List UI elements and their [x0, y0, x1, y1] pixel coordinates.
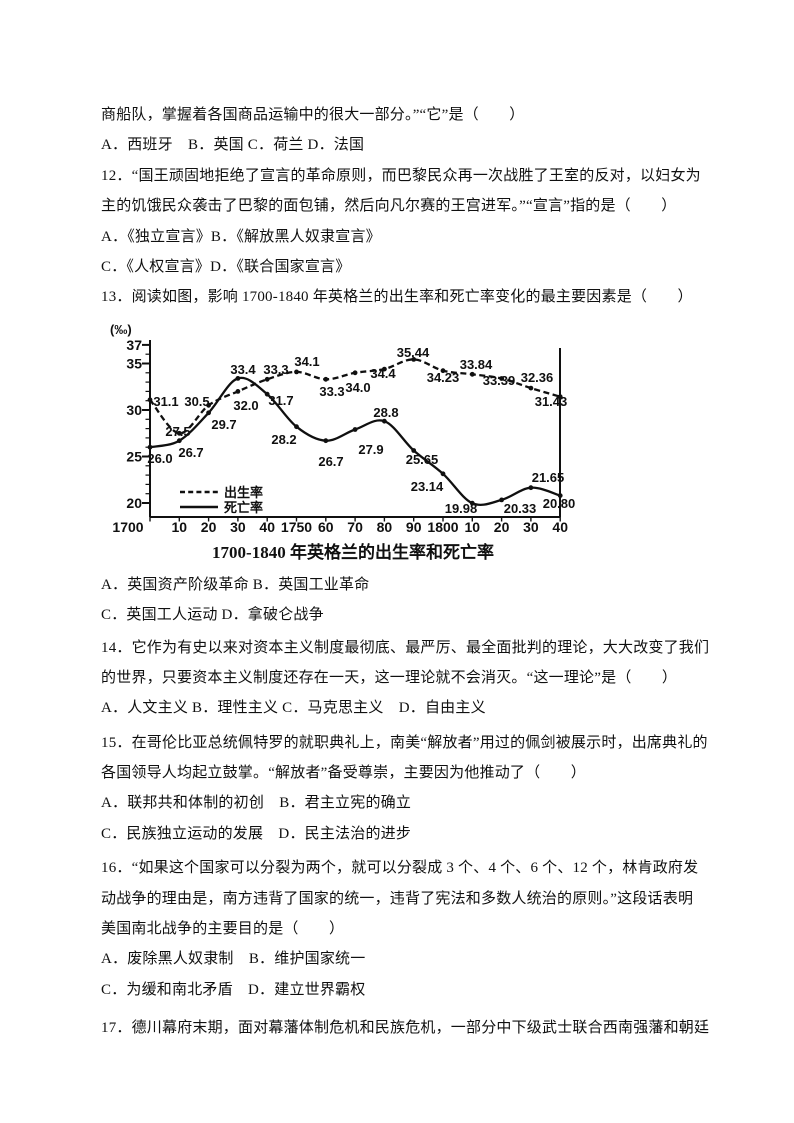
svg-text:28.2: 28.2 — [271, 432, 296, 447]
q14-stem-line1: 14．它作为有史以来对资本主义制度最彻底、最严厉、最全面批判的理论，大大改变了我… — [101, 639, 710, 656]
svg-text:90: 90 — [406, 519, 422, 535]
svg-text:32.0: 32.0 — [233, 398, 258, 413]
svg-text:34.23: 34.23 — [427, 370, 460, 385]
chart-value-labels: 31.127.530.5 32.033.334.133.3 34.034.435.4… — [147, 345, 575, 516]
chart-title: 1700-1840 年英格兰的出生率和死亡率 — [212, 542, 494, 562]
birth-death-rate-chart: 37 35 30 25 20 1700 10 20 30 40 1750 60 70 80 90 1800 10… — [101, 315, 734, 570]
svg-text:26.7: 26.7 — [318, 454, 343, 469]
svg-text:27.9: 27.9 — [358, 442, 383, 457]
svg-text:37: 37 — [126, 337, 142, 353]
svg-text:23.14: 23.14 — [411, 479, 444, 494]
svg-text:31.43: 31.43 — [535, 394, 568, 409]
svg-text:20.33: 20.33 — [504, 501, 537, 516]
svg-text:20.80: 20.80 — [543, 496, 576, 511]
svg-text:33.3: 33.3 — [319, 384, 344, 399]
svg-text:26.7: 26.7 — [178, 445, 203, 460]
svg-text:25: 25 — [126, 448, 142, 464]
q12-options-line1: A．《独立宣言》B．《解放黑人奴隶宣言》 — [101, 228, 381, 245]
q16-options-line2: C．为缓和南北矛盾 D．建立世界霸权 — [101, 981, 366, 998]
svg-text:19.98: 19.98 — [445, 501, 478, 516]
svg-text:27.5: 27.5 — [165, 424, 190, 439]
q15-options-line1: A．联邦共和体制的初创 B．君主立宪的确立 — [101, 795, 412, 812]
svg-text:20: 20 — [494, 519, 510, 535]
q15-stem-line1: 15．在哥伦比亚总统佩特罗的就职典礼上，南美“解放者”用过的佩剑被展示时，出席典… — [101, 734, 708, 751]
q11-options-line: A．西班牙 B．英国 C．荷兰 D．法国 — [101, 137, 365, 154]
q16-stem-line1: 16．“如果这个国家可以分裂为两个，就可以分裂成 3 个、4 个、6 个、12 … — [101, 860, 699, 877]
svg-text:30: 30 — [523, 519, 539, 535]
chart-legend: 出生率 死亡率 — [180, 485, 263, 515]
svg-text:70: 70 — [347, 519, 363, 535]
q17-stem-line1: 17．德川幕府末期，面对幕藩体制危机和民族危机，一部分中下级武士联合西南强藩和朝… — [101, 1020, 710, 1037]
svg-text:35: 35 — [126, 355, 142, 371]
svg-text:30.5: 30.5 — [184, 394, 209, 409]
svg-text:33.39: 33.39 — [483, 373, 516, 388]
svg-text:34.4: 34.4 — [370, 366, 396, 381]
svg-text:31.1: 31.1 — [153, 394, 178, 409]
svg-text:10: 10 — [465, 519, 481, 535]
svg-text:30: 30 — [230, 519, 246, 535]
q15-stem-line2: 各国领导人均起立鼓掌。“解放者”备受尊崇，主要因为他推动了（ ） — [101, 765, 586, 782]
svg-text:35.44: 35.44 — [397, 345, 430, 360]
exam-page: 商船队，掌握着各国商品运输中的很大一部分。”“它”是（ ） A．西班牙 B．英国… — [101, 107, 734, 1037]
chart-axes: 37 35 30 25 20 1700 10 20 30 40 1750 60 70 80 90 1800 10… — [112, 337, 568, 535]
q13-options-line2: C．英国工人运动 D．拿破仑战争 — [101, 607, 324, 624]
q16-stem-line2: 动战争的理由是，南方违背了国家的统一，违背了宪法和多数人统治的原则。”这段话表明 — [101, 890, 694, 907]
q11-continuation-line: 商船队，掌握着各国商品运输中的很大一部分。”“它”是（ ） — [101, 107, 525, 123]
svg-text:31.7: 31.7 — [268, 393, 293, 408]
svg-text:60: 60 — [318, 519, 334, 535]
legend-death-rate-label: 死亡率 — [224, 500, 263, 515]
svg-text:40: 40 — [552, 519, 568, 535]
svg-text:21.65: 21.65 — [532, 470, 565, 485]
q13-stem-line: 13．阅读如图，影响 1700-1840 年英格兰的出生率和死亡率变化的最主要因… — [101, 289, 693, 306]
svg-text:30: 30 — [126, 402, 142, 418]
svg-text:28.8: 28.8 — [373, 405, 398, 420]
q14-stem-line2: 的世界，只要资本主义制度还存在一天，这一理论就不会消灭。“这一理论”是（ ） — [101, 669, 678, 686]
svg-text:20: 20 — [201, 519, 217, 535]
svg-text:80: 80 — [377, 519, 393, 535]
svg-text:1800: 1800 — [427, 519, 458, 535]
q14-options-line: A．人文主义 B．理性主义 C．马克思主义 D．自由主义 — [101, 700, 486, 717]
chart-curves — [147, 356, 563, 506]
q15-options-line2: C．民族独立运动的发展 D．民主法治的进步 — [101, 825, 412, 842]
chart-svg: 37 35 30 25 20 1700 10 20 30 40 1750 60 70 80 90 1800 10… — [110, 322, 575, 562]
svg-text:26.0: 26.0 — [147, 451, 172, 466]
q16-options-line1: A．废除黑人奴隶制 B．维护国家统一 — [101, 951, 366, 968]
svg-text:29.7: 29.7 — [211, 417, 236, 432]
q12-options-line2: C．《人权宣言》D．《联合国家宣言》 — [101, 258, 351, 275]
svg-text:33.84: 33.84 — [460, 357, 493, 372]
svg-text:40: 40 — [259, 519, 275, 535]
svg-text:34.1: 34.1 — [294, 354, 319, 369]
svg-text:25.65: 25.65 — [406, 452, 439, 467]
svg-text:33.4: 33.4 — [230, 362, 256, 377]
svg-text:34.0: 34.0 — [345, 380, 370, 395]
q13-options-line1: A．英国资产阶级革命 B．英国工业革命 — [101, 576, 370, 593]
svg-text:1750: 1750 — [281, 519, 312, 535]
svg-text:33.3: 33.3 — [263, 362, 288, 377]
q12-stem-line1: 12．“国王顽固地拒绝了宣言的革命原则，而巴黎民众再一次战胜了王室的反对，以妇女… — [101, 167, 701, 184]
svg-text:20: 20 — [126, 495, 142, 511]
legend-birth-rate-label: 出生率 — [224, 485, 263, 500]
q16-stem-line3: 美国南北战争的主要目的是（ ） — [101, 921, 345, 938]
svg-text:1700: 1700 — [112, 519, 143, 535]
y-axis-unit-label: (‰) — [110, 322, 132, 337]
svg-text:32.36: 32.36 — [521, 370, 554, 385]
q12-stem-line2: 主的饥饿民众袭击了巴黎的面包铺，然后向凡尔赛的王宫进军。”“宣言”指的是（ ） — [101, 198, 677, 215]
svg-text:10: 10 — [172, 519, 188, 535]
